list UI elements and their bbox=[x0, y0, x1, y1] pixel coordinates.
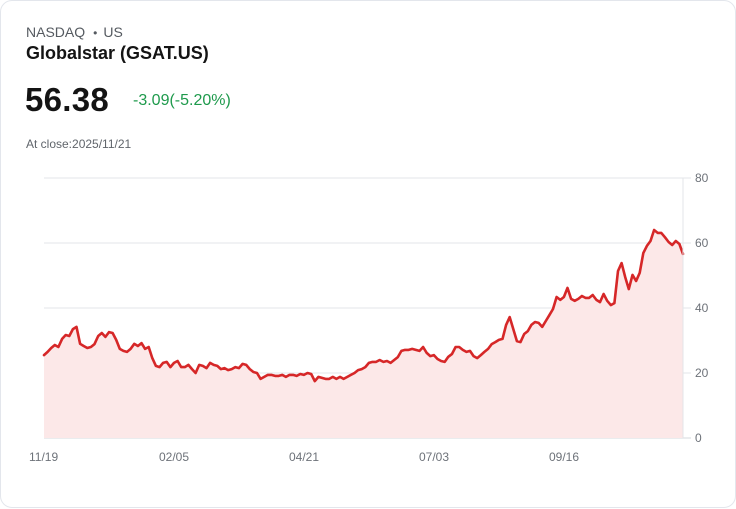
x-tick-label: 11/19 bbox=[29, 450, 58, 464]
x-tick-label: 09/16 bbox=[549, 450, 579, 464]
y-tick-label: 0 bbox=[695, 431, 702, 445]
close-timestamp: At close:2025/11/21 bbox=[26, 137, 132, 151]
separator-dot: • bbox=[93, 26, 98, 40]
stock-title: Globalstar (GSAT.US) bbox=[26, 43, 209, 63]
x-tick-label: 07/03 bbox=[419, 450, 449, 464]
y-axis-ticks: 80 60 40 20 0 bbox=[695, 171, 709, 445]
y-tick-label: 40 bbox=[695, 301, 709, 315]
x-tick-label: 04/21 bbox=[289, 450, 319, 464]
y-tick-label: 20 bbox=[695, 366, 709, 380]
exchange-line: NASDAQ • US bbox=[26, 24, 123, 40]
price-area-fill bbox=[44, 230, 683, 438]
y-tick-label: 60 bbox=[695, 236, 709, 250]
x-tick-label: 02/05 bbox=[159, 450, 189, 464]
current-price: 56.38 bbox=[25, 81, 110, 118]
price-line bbox=[42, 228, 685, 383]
x-axis-ticks: 11/19 02/05 04/21 07/03 09/16 bbox=[29, 450, 579, 464]
price-change: -3.09(-5.20%) bbox=[133, 92, 231, 109]
exchange-label: NASDAQ bbox=[26, 24, 86, 40]
country-label: US bbox=[103, 24, 123, 40]
y-tick-label: 80 bbox=[695, 171, 709, 185]
